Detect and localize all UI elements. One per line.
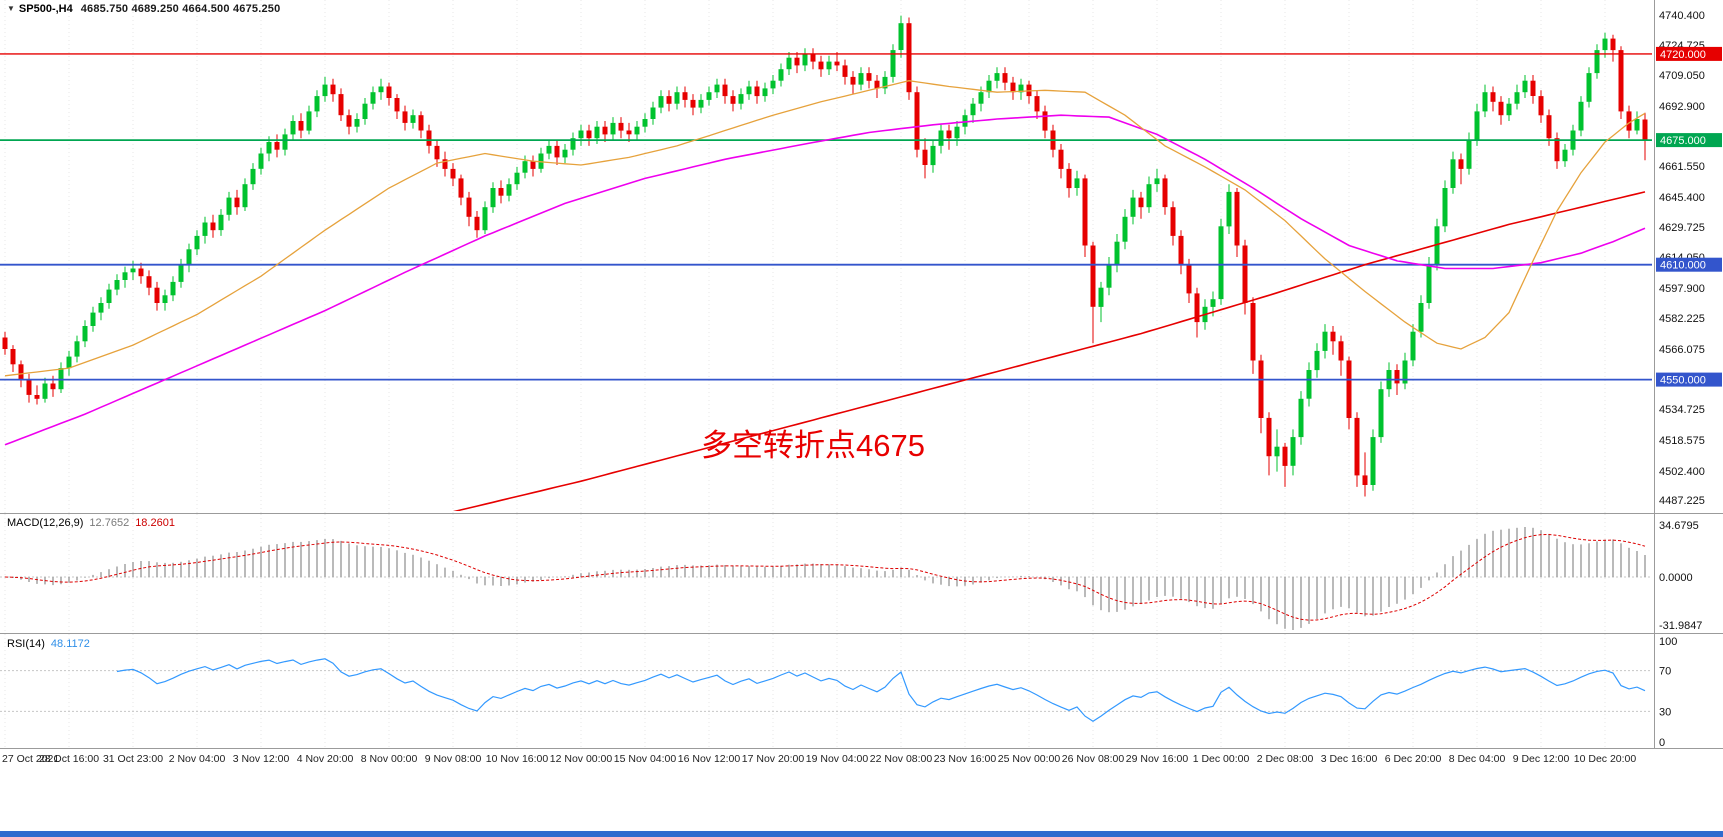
- svg-text:4597.900: 4597.900: [1659, 283, 1705, 295]
- rsi-value: 48.1172: [50, 638, 90, 650]
- svg-text:10 Nov 16:00: 10 Nov 16:00: [486, 753, 549, 765]
- price-badge-4675.000: [1656, 133, 1722, 148]
- svg-text:3 Dec 16:00: 3 Dec 16:00: [1321, 753, 1378, 765]
- bottom-window-edge: [0, 831, 1723, 837]
- svg-text:4645.400: 4645.400: [1659, 192, 1705, 204]
- ma-slow-red: [452, 191, 1646, 511]
- turning-point-annotation[interactable]: 多空转折点4675: [701, 428, 925, 463]
- svg-text:29 Nov 16:00: 29 Nov 16:00: [1126, 753, 1189, 765]
- rsi-panel[interactable]: 100 70 30 0: [0, 633, 1723, 748]
- svg-text:22 Nov 08:00: 22 Nov 08:00: [870, 753, 933, 765]
- svg-text:31 Oct 23:00: 31 Oct 23:00: [103, 753, 163, 765]
- grid-vertical-lines: [4, 634, 1606, 748]
- svg-text:8 Dec 04:00: 8 Dec 04:00: [1449, 753, 1506, 765]
- svg-text:4566.075: 4566.075: [1659, 344, 1705, 356]
- svg-text:4582.225: 4582.225: [1659, 313, 1705, 325]
- svg-text:6 Dec 20:00: 6 Dec 20:00: [1385, 753, 1442, 765]
- grid-vertical-lines: [4, 0, 1606, 513]
- price-axis: 4740.4004724.7254709.0504692.9004661.550…: [1656, 10, 1722, 507]
- svg-text:4502.400: 4502.400: [1659, 466, 1705, 478]
- macd-panel[interactable]: 34.6795 0.0000 -31.9847: [0, 513, 1723, 633]
- rsi-indicator-name: RSI(14): [7, 638, 45, 650]
- rsi-label: RSI(14) 48.1172: [7, 638, 90, 650]
- chart-title: ▼ SP500-,H4 4685.750 4689.250 4664.500 467…: [7, 3, 280, 15]
- window-background: [0, 767, 1723, 831]
- svg-text:2 Dec 08:00: 2 Dec 08:00: [1257, 753, 1314, 765]
- svg-text:9 Dec 12:00: 9 Dec 12:00: [1513, 753, 1570, 765]
- svg-text:-31.9847: -31.9847: [1659, 620, 1702, 632]
- svg-text:4675.000: 4675.000: [1660, 135, 1706, 147]
- price-badge-4550.000: [1656, 372, 1722, 387]
- svg-text:4610.000: 4610.000: [1660, 260, 1706, 272]
- svg-text:4518.575: 4518.575: [1659, 435, 1705, 447]
- svg-text:23 Nov 16:00: 23 Nov 16:00: [934, 753, 997, 765]
- macd-axis: 34.6795 0.0000 -31.9847: [1659, 520, 1702, 632]
- ma-mid-magenta: [4, 114, 1646, 446]
- svg-text:30: 30: [1659, 706, 1671, 718]
- svg-text:16 Nov 12:00: 16 Nov 12:00: [678, 753, 741, 765]
- price-badge-4610.000: [1656, 257, 1722, 272]
- svg-text:34.6795: 34.6795: [1659, 520, 1699, 532]
- svg-text:25 Nov 00:00: 25 Nov 00:00: [998, 753, 1061, 765]
- svg-text:70: 70: [1659, 666, 1671, 678]
- moving-averages: [4, 80, 1646, 511]
- svg-text:17 Nov 20:00: 17 Nov 20:00: [742, 753, 805, 765]
- svg-text:4661.550: 4661.550: [1659, 161, 1705, 173]
- svg-text:4487.225: 4487.225: [1659, 495, 1705, 507]
- svg-text:26 Nov 08:00: 26 Nov 08:00: [1062, 753, 1125, 765]
- svg-text:4692.900: 4692.900: [1659, 101, 1705, 113]
- rsi-line: [116, 658, 1646, 723]
- svg-text:10 Dec 20:00: 10 Dec 20:00: [1574, 753, 1637, 765]
- svg-text:4740.400: 4740.400: [1659, 10, 1705, 22]
- macd-signal-line: [4, 533, 1646, 621]
- svg-text:28 Oct 16:00: 28 Oct 16:00: [39, 753, 99, 765]
- svg-text:19 Nov 04:00: 19 Nov 04:00: [806, 753, 869, 765]
- svg-text:4534.725: 4534.725: [1659, 404, 1705, 416]
- svg-text:0.0000: 0.0000: [1659, 572, 1693, 584]
- macd-label: MACD(12,26,9) 12.7652 18.2601: [7, 517, 175, 529]
- svg-text:4550.000: 4550.000: [1660, 375, 1706, 387]
- svg-text:12 Nov 00:00: 12 Nov 00:00: [550, 753, 613, 765]
- horizontal-price-lines: [0, 53, 1652, 381]
- rsi-axis: 100 70 30 0: [1659, 636, 1677, 748]
- ohlc-values: 4685.750 4689.250 4664.500 4675.250: [80, 3, 281, 15]
- svg-text:15 Nov 04:00: 15 Nov 04:00: [614, 753, 677, 765]
- svg-text:0: 0: [1659, 737, 1665, 748]
- macd-indicator-name: MACD(12,26,9): [7, 517, 84, 529]
- svg-text:4 Nov 20:00: 4 Nov 20:00: [297, 753, 354, 765]
- svg-text:2 Nov 04:00: 2 Nov 04:00: [169, 753, 226, 765]
- candlestick-series: [2, 15, 1648, 497]
- svg-text:100: 100: [1659, 636, 1677, 648]
- svg-text:4629.725: 4629.725: [1659, 222, 1705, 234]
- chevron-down-icon: ▼: [7, 4, 15, 13]
- price-badge-4720.000: [1656, 46, 1722, 61]
- svg-text:4720.000: 4720.000: [1660, 49, 1706, 61]
- price-chart-panel[interactable]: 多空转折点46754740.4004724.7254709.0504692.90…: [0, 0, 1723, 513]
- svg-text:9 Nov 08:00: 9 Nov 08:00: [425, 753, 482, 765]
- macd-signal-value: 18.2601: [135, 517, 175, 529]
- svg-text:27 Oct 2021: 27 Oct 2021: [2, 753, 59, 765]
- svg-text:1 Dec 00:00: 1 Dec 00:00: [1193, 753, 1250, 765]
- svg-text:8 Nov 00:00: 8 Nov 00:00: [361, 753, 418, 765]
- macd-main-value: 12.7652: [89, 517, 130, 529]
- macd-histogram: [12, 527, 1646, 630]
- ma-fast-orange: [4, 80, 1646, 377]
- svg-text:4709.050: 4709.050: [1659, 70, 1705, 82]
- svg-text:3 Nov 12:00: 3 Nov 12:00: [233, 753, 290, 765]
- symbol-timeframe-label: SP500-,H4: [18, 3, 73, 15]
